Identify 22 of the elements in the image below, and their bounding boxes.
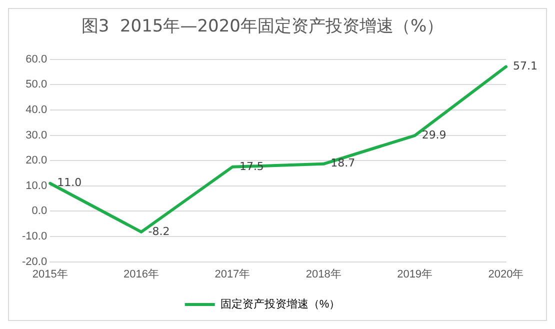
chart-title: 图3 2015年—2020年固定资产投资增速（%） [81, 16, 444, 37]
y-tick-label: -10.0 [22, 230, 48, 243]
y-tick-label: 0.0 [32, 205, 48, 218]
y-tick-label: 30.0 [26, 129, 48, 142]
data-label: 29.9 [422, 128, 446, 142]
x-tick-label: 2016年 [124, 268, 159, 280]
y-tick-label: 10.0 [26, 180, 48, 192]
x-tick-label: 2020年 [488, 268, 524, 280]
data-label: -8.2 [148, 224, 170, 238]
data-label: 57.1 [513, 60, 538, 73]
data-label: 11.0 [57, 176, 82, 190]
y-tick-label: 40.0 [26, 104, 48, 116]
y-tick-label: 50.0 [26, 78, 48, 91]
y-tick-label: -20.0 [22, 256, 48, 268]
x-tick-label: 2017年 [214, 268, 250, 280]
y-tick-label: 60.0 [26, 53, 48, 66]
data-label: 18.7 [330, 156, 356, 170]
x-tick-label: 2019年 [397, 268, 433, 280]
x-tick-label: 2015年 [32, 268, 68, 280]
x-tick-label: 2018年 [306, 268, 342, 280]
y-tick-label: 20.0 [26, 154, 48, 167]
legend-label: 固定资产投资增速（%） [220, 298, 340, 311]
